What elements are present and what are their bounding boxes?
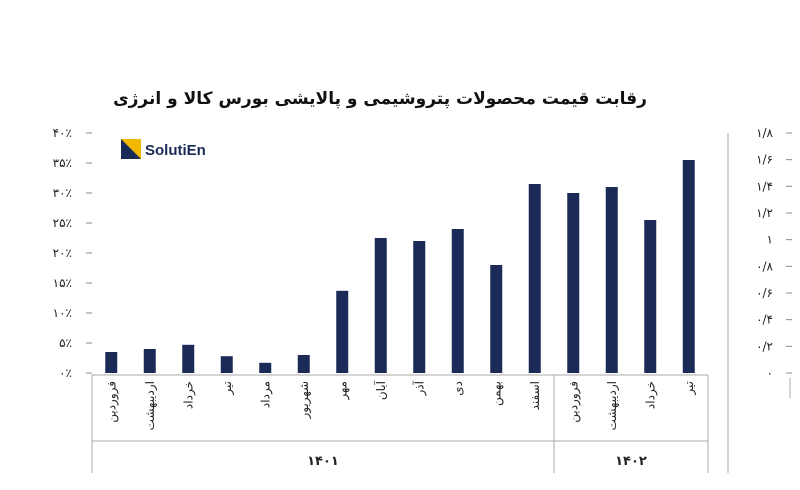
x-tick-label: بهمن bbox=[489, 381, 504, 406]
y2-tick-label: ۱/۶ bbox=[756, 153, 773, 167]
chart-title: رقابت قیمت محصولات پتروشیمی و پالایشی بو… bbox=[113, 89, 647, 109]
y-tick-label: ۲۰٪ bbox=[53, 246, 72, 260]
x-tick-label: فروردین bbox=[566, 381, 581, 423]
y2-tick-label: ۰/۲ bbox=[756, 339, 773, 353]
x-tick-label: خرداد bbox=[181, 381, 196, 409]
x-tick-label: اردیبهشت bbox=[605, 381, 620, 430]
x-tick-label: آذر bbox=[411, 380, 427, 396]
x-tick-label: خرداد bbox=[643, 381, 658, 409]
y-axis-right: ۰ ۰/۲ ۰/۴ ۰/۶ ۰/۸ ۱ ۱/۲ ۱/۴ ۱/۶ ۱/۸ bbox=[727, 126, 792, 473]
x-tick-label: مهر bbox=[335, 381, 350, 401]
bar bbox=[336, 290, 349, 373]
y-tick-label: ۳۵٪ bbox=[53, 156, 72, 170]
y-tick-label: ۲۵٪ bbox=[53, 216, 72, 230]
bar bbox=[413, 241, 426, 373]
x-tick-label: شهریور bbox=[297, 381, 312, 420]
bar bbox=[374, 238, 387, 373]
x-tick-label: دی bbox=[451, 381, 465, 396]
y-axis-left: ۰٪ ۵٪ ۱۰٪ ۱۵٪ ۲۰٪ ۲۵٪ ۳۰٪ ۳۵٪ ۴۰٪ bbox=[53, 126, 92, 380]
y2-tick-label: ۱/۲ bbox=[756, 206, 773, 220]
bar bbox=[682, 160, 695, 373]
y-tick-label: ۱۵٪ bbox=[53, 276, 72, 290]
bar bbox=[182, 344, 195, 373]
bar bbox=[297, 355, 310, 373]
bar bbox=[644, 220, 657, 373]
y2-tick-label: ۰/۴ bbox=[756, 313, 773, 327]
y-tick-label: ۱۰٪ bbox=[53, 306, 72, 320]
y2-tick-label: ۱ bbox=[767, 233, 773, 247]
x-tick-label: اردیبهشت bbox=[143, 381, 158, 430]
bar bbox=[528, 184, 541, 373]
bar bbox=[143, 349, 156, 373]
y-tick-label: ۵٪ bbox=[59, 336, 72, 350]
y-tick-label: ۳۰٪ bbox=[53, 186, 72, 200]
bar bbox=[490, 265, 503, 373]
y2-tick-label: ۰/۸ bbox=[756, 259, 773, 273]
bar bbox=[220, 356, 233, 373]
x-tick-label: مرداد bbox=[258, 381, 273, 408]
y-tick-label: ۴۰٪ bbox=[53, 126, 72, 140]
bar bbox=[451, 229, 464, 373]
bar bbox=[105, 352, 118, 373]
bars bbox=[105, 160, 695, 373]
group-label: ۱۴۰۱ bbox=[307, 454, 339, 469]
y2-tick-label: ۱/۴ bbox=[756, 179, 773, 193]
logo-text: SolutiEn bbox=[145, 142, 206, 159]
x-tick-label: تیر bbox=[220, 381, 235, 396]
x-axis: فروردین اردیبهشت خرداد تیر مرداد شهریور مهر آبا… bbox=[91, 374, 709, 473]
bar bbox=[259, 362, 272, 373]
x-tick-label: فروردین bbox=[104, 381, 119, 423]
logo-mark-cut bbox=[121, 139, 141, 159]
y2-tick-label: ۱/۸ bbox=[756, 126, 773, 140]
y2-tick-label: ۰ bbox=[767, 366, 773, 380]
bar bbox=[605, 187, 618, 373]
x-tick-label: تیر bbox=[682, 381, 697, 396]
x-tick-label: اسفند bbox=[528, 381, 542, 410]
y-tick-label: ۰٪ bbox=[59, 366, 72, 380]
solutien-logo: SolutiEn bbox=[121, 139, 206, 159]
bar bbox=[567, 193, 580, 373]
y2-tick-label: ۰/۶ bbox=[756, 286, 773, 300]
x-tick-label: آبان bbox=[373, 380, 388, 400]
group-label: ۱۴۰۲ bbox=[615, 454, 647, 469]
